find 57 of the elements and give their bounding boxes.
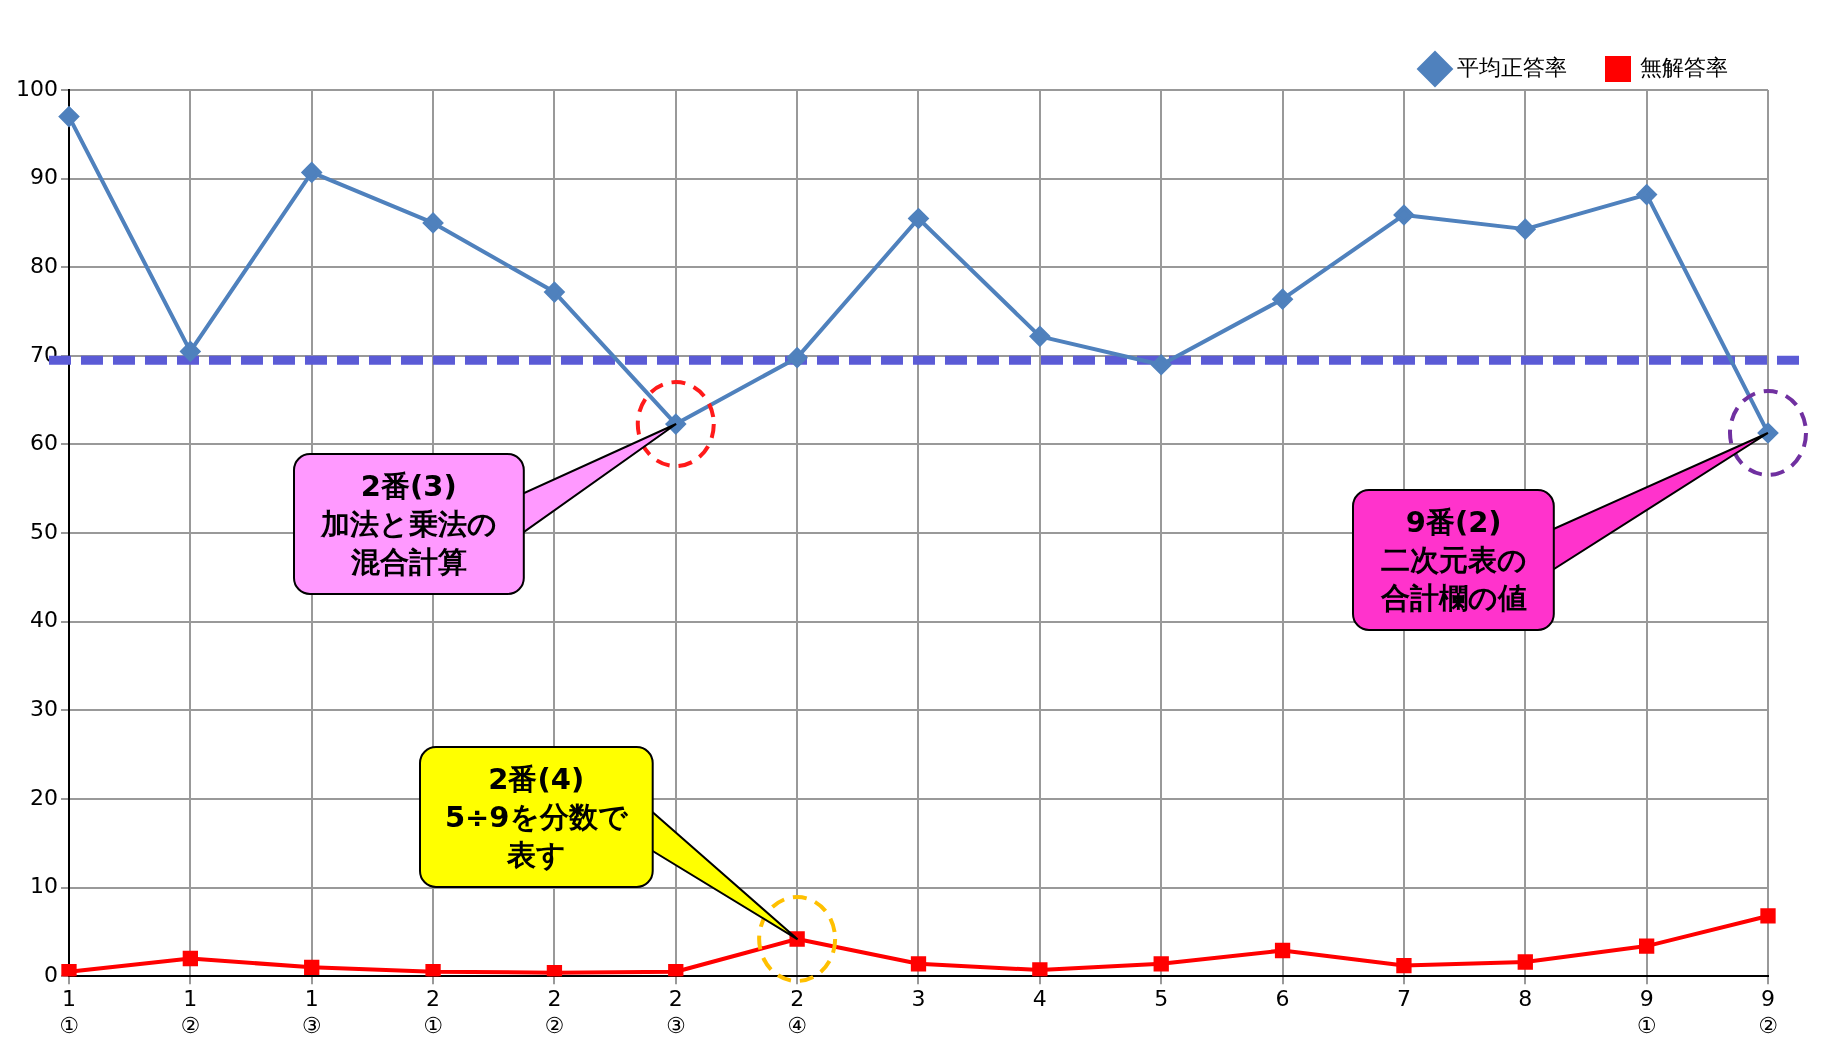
point bbox=[1274, 942, 1291, 959]
legend-label: 平均正答率 bbox=[1457, 54, 1567, 80]
x-tick-label: 7 bbox=[1396, 986, 1411, 1012]
point bbox=[1032, 962, 1048, 977]
point bbox=[61, 964, 77, 977]
x-tick-label: 2 ③ bbox=[665, 986, 686, 1038]
point bbox=[910, 956, 927, 972]
x-tick-label: 2 ④ bbox=[787, 986, 808, 1038]
point bbox=[1272, 289, 1293, 310]
point bbox=[668, 964, 684, 977]
point bbox=[301, 162, 322, 183]
point bbox=[787, 347, 808, 368]
point bbox=[546, 965, 563, 977]
point bbox=[908, 208, 929, 229]
y-tick-label: 30 bbox=[29, 696, 58, 722]
point bbox=[58, 106, 79, 127]
x-tick-label: 9 ② bbox=[1758, 986, 1778, 1038]
y-tick-label: 10 bbox=[29, 873, 58, 899]
x-tick-label: 1 ③ bbox=[301, 986, 322, 1038]
x-tick-label: 6 bbox=[1275, 986, 1290, 1012]
x-tick-label: 2 ① bbox=[423, 986, 443, 1038]
x-tick-label: 1 ② bbox=[180, 986, 201, 1038]
x-tick-label: 2 ② bbox=[544, 986, 565, 1038]
annotation: 2番(4) 5÷9を分数で表す bbox=[444, 760, 628, 874]
legend-label: 無解答率 bbox=[1640, 54, 1728, 80]
x-tick-label: 4 bbox=[1032, 986, 1047, 1012]
point bbox=[182, 950, 199, 967]
point bbox=[1515, 219, 1536, 240]
x-tick-label: 3 bbox=[911, 986, 926, 1012]
point bbox=[1396, 957, 1412, 974]
point bbox=[1638, 938, 1655, 954]
point bbox=[544, 282, 565, 303]
y-tick-label: 20 bbox=[29, 784, 58, 810]
annotation: 2番(3) 加法と乗法の混合計算 bbox=[319, 468, 498, 582]
point bbox=[1760, 908, 1776, 924]
point bbox=[1517, 954, 1533, 970]
x-tick-label: 1 ① bbox=[59, 986, 79, 1038]
y-tick-label: 80 bbox=[29, 252, 58, 278]
point bbox=[1151, 354, 1172, 375]
point bbox=[423, 212, 444, 233]
y-tick-label: 100 bbox=[15, 75, 58, 101]
y-tick-label: 40 bbox=[29, 607, 58, 633]
y-tick-label: 50 bbox=[29, 518, 58, 544]
x-tick-label: 9 ① bbox=[1636, 986, 1657, 1038]
point bbox=[1029, 326, 1050, 347]
annotation: 9番(2) 二次元表の合計欄の値 bbox=[1379, 503, 1528, 617]
x-tick-label: 5 bbox=[1154, 986, 1169, 1012]
y-tick-label: 60 bbox=[29, 430, 58, 456]
point bbox=[1393, 204, 1414, 225]
point bbox=[425, 964, 441, 977]
point bbox=[1153, 956, 1169, 972]
point bbox=[180, 341, 201, 362]
y-tick-label: 90 bbox=[29, 164, 58, 190]
y-tick-label: 0 bbox=[43, 961, 58, 987]
point bbox=[304, 959, 320, 975]
point bbox=[1636, 184, 1657, 205]
x-tick-label: 8 bbox=[1518, 986, 1533, 1012]
